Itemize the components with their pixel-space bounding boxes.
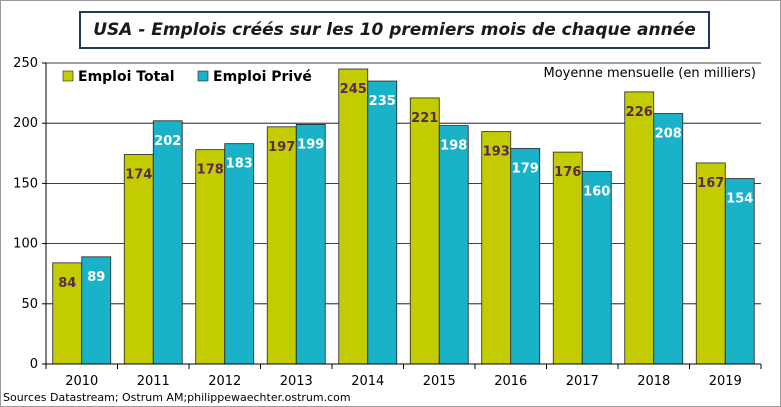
data-label: 160: [583, 184, 610, 199]
data-label: 84: [58, 276, 76, 291]
data-label: 89: [87, 270, 105, 285]
bar-emploi-prive: [224, 143, 255, 365]
data-label: 179: [512, 161, 539, 176]
x-tick-label: 2017: [566, 374, 599, 389]
data-labels: 84 174 178 197 245 221 193 176 226 167 89 202 183 199…: [58, 82, 753, 291]
bar-emploi-total: [481, 131, 512, 365]
y-tick-label: 100: [13, 237, 38, 252]
x-tick-label: 2014: [351, 374, 384, 389]
chart-title-box: USA - Emplois créés sur les 10 premiers …: [79, 11, 710, 49]
data-label: 193: [483, 145, 510, 160]
data-label: 245: [340, 82, 367, 97]
x-tick-label: 2013: [280, 374, 313, 389]
data-label: 176: [554, 165, 581, 180]
x-tick-label: 2010: [65, 374, 98, 389]
bar-emploi-total: [409, 97, 440, 365]
x-tick-label: 2018: [637, 374, 670, 389]
data-label: 226: [626, 105, 653, 120]
y-tick-label: 150: [13, 176, 38, 191]
bar-emploi-prive: [81, 256, 112, 365]
bar-emploi-total: [695, 162, 726, 365]
y-tick-label: 0: [30, 357, 38, 372]
data-label: 198: [440, 139, 467, 154]
x-tick-label: 2012: [208, 374, 241, 389]
data-label: 154: [726, 192, 753, 207]
legend-swatch: [62, 70, 74, 82]
bar-emploi-total: [195, 149, 226, 365]
chart-annotation: Moyenne mensuelle (en milliers): [544, 66, 756, 81]
chart-title: USA - Emplois créés sur les 10 premiers …: [93, 20, 696, 40]
x-tick-label: 2011: [137, 374, 170, 389]
bar-emploi-total: [123, 154, 154, 365]
bar-emploi-prive: [724, 178, 755, 365]
y-tick-label: 50: [21, 297, 38, 312]
data-label: 235: [369, 94, 396, 109]
data-label: 167: [697, 176, 724, 191]
bar-emploi-total: [266, 126, 297, 365]
y-tick-label: 250: [13, 56, 38, 71]
x-tick-label: 2016: [494, 374, 527, 389]
data-label: 208: [655, 127, 682, 142]
bar-emploi-prive: [367, 80, 398, 365]
bar-emploi-prive: [438, 125, 469, 365]
data-label: 183: [226, 157, 253, 172]
bar-emploi-prive: [152, 120, 183, 365]
bars: [52, 68, 755, 365]
legend-label: Emploi Privé: [213, 69, 312, 85]
legend-label: Emploi Total: [78, 69, 175, 85]
bar-emploi-prive: [581, 170, 612, 365]
legend: Emploi Total Emploi Privé: [62, 69, 312, 85]
data-label: 199: [297, 137, 324, 152]
data-label: 174: [125, 168, 152, 183]
source-note: Sources Datastream; Ostrum AM;philippewa…: [3, 391, 351, 404]
bar-emploi-prive: [653, 113, 684, 365]
bar-emploi-total: [552, 151, 583, 365]
data-label: 202: [154, 134, 181, 149]
axes: 0 50 100 150 200 250 2010 2011 2012 2013 2014 2015 2…: [13, 56, 762, 389]
y-tick-label: 200: [13, 116, 38, 131]
bar-emploi-prive: [295, 124, 326, 365]
legend-swatch: [197, 70, 209, 82]
data-label: 178: [197, 163, 224, 178]
x-tick-label: 2015: [423, 374, 456, 389]
data-label: 197: [268, 140, 295, 155]
data-label: 221: [411, 111, 438, 126]
bar-emploi-prive: [510, 148, 541, 365]
bar-emploi-total: [338, 68, 369, 365]
bar-emploi-total: [624, 91, 655, 365]
x-tick-label: 2019: [709, 374, 742, 389]
